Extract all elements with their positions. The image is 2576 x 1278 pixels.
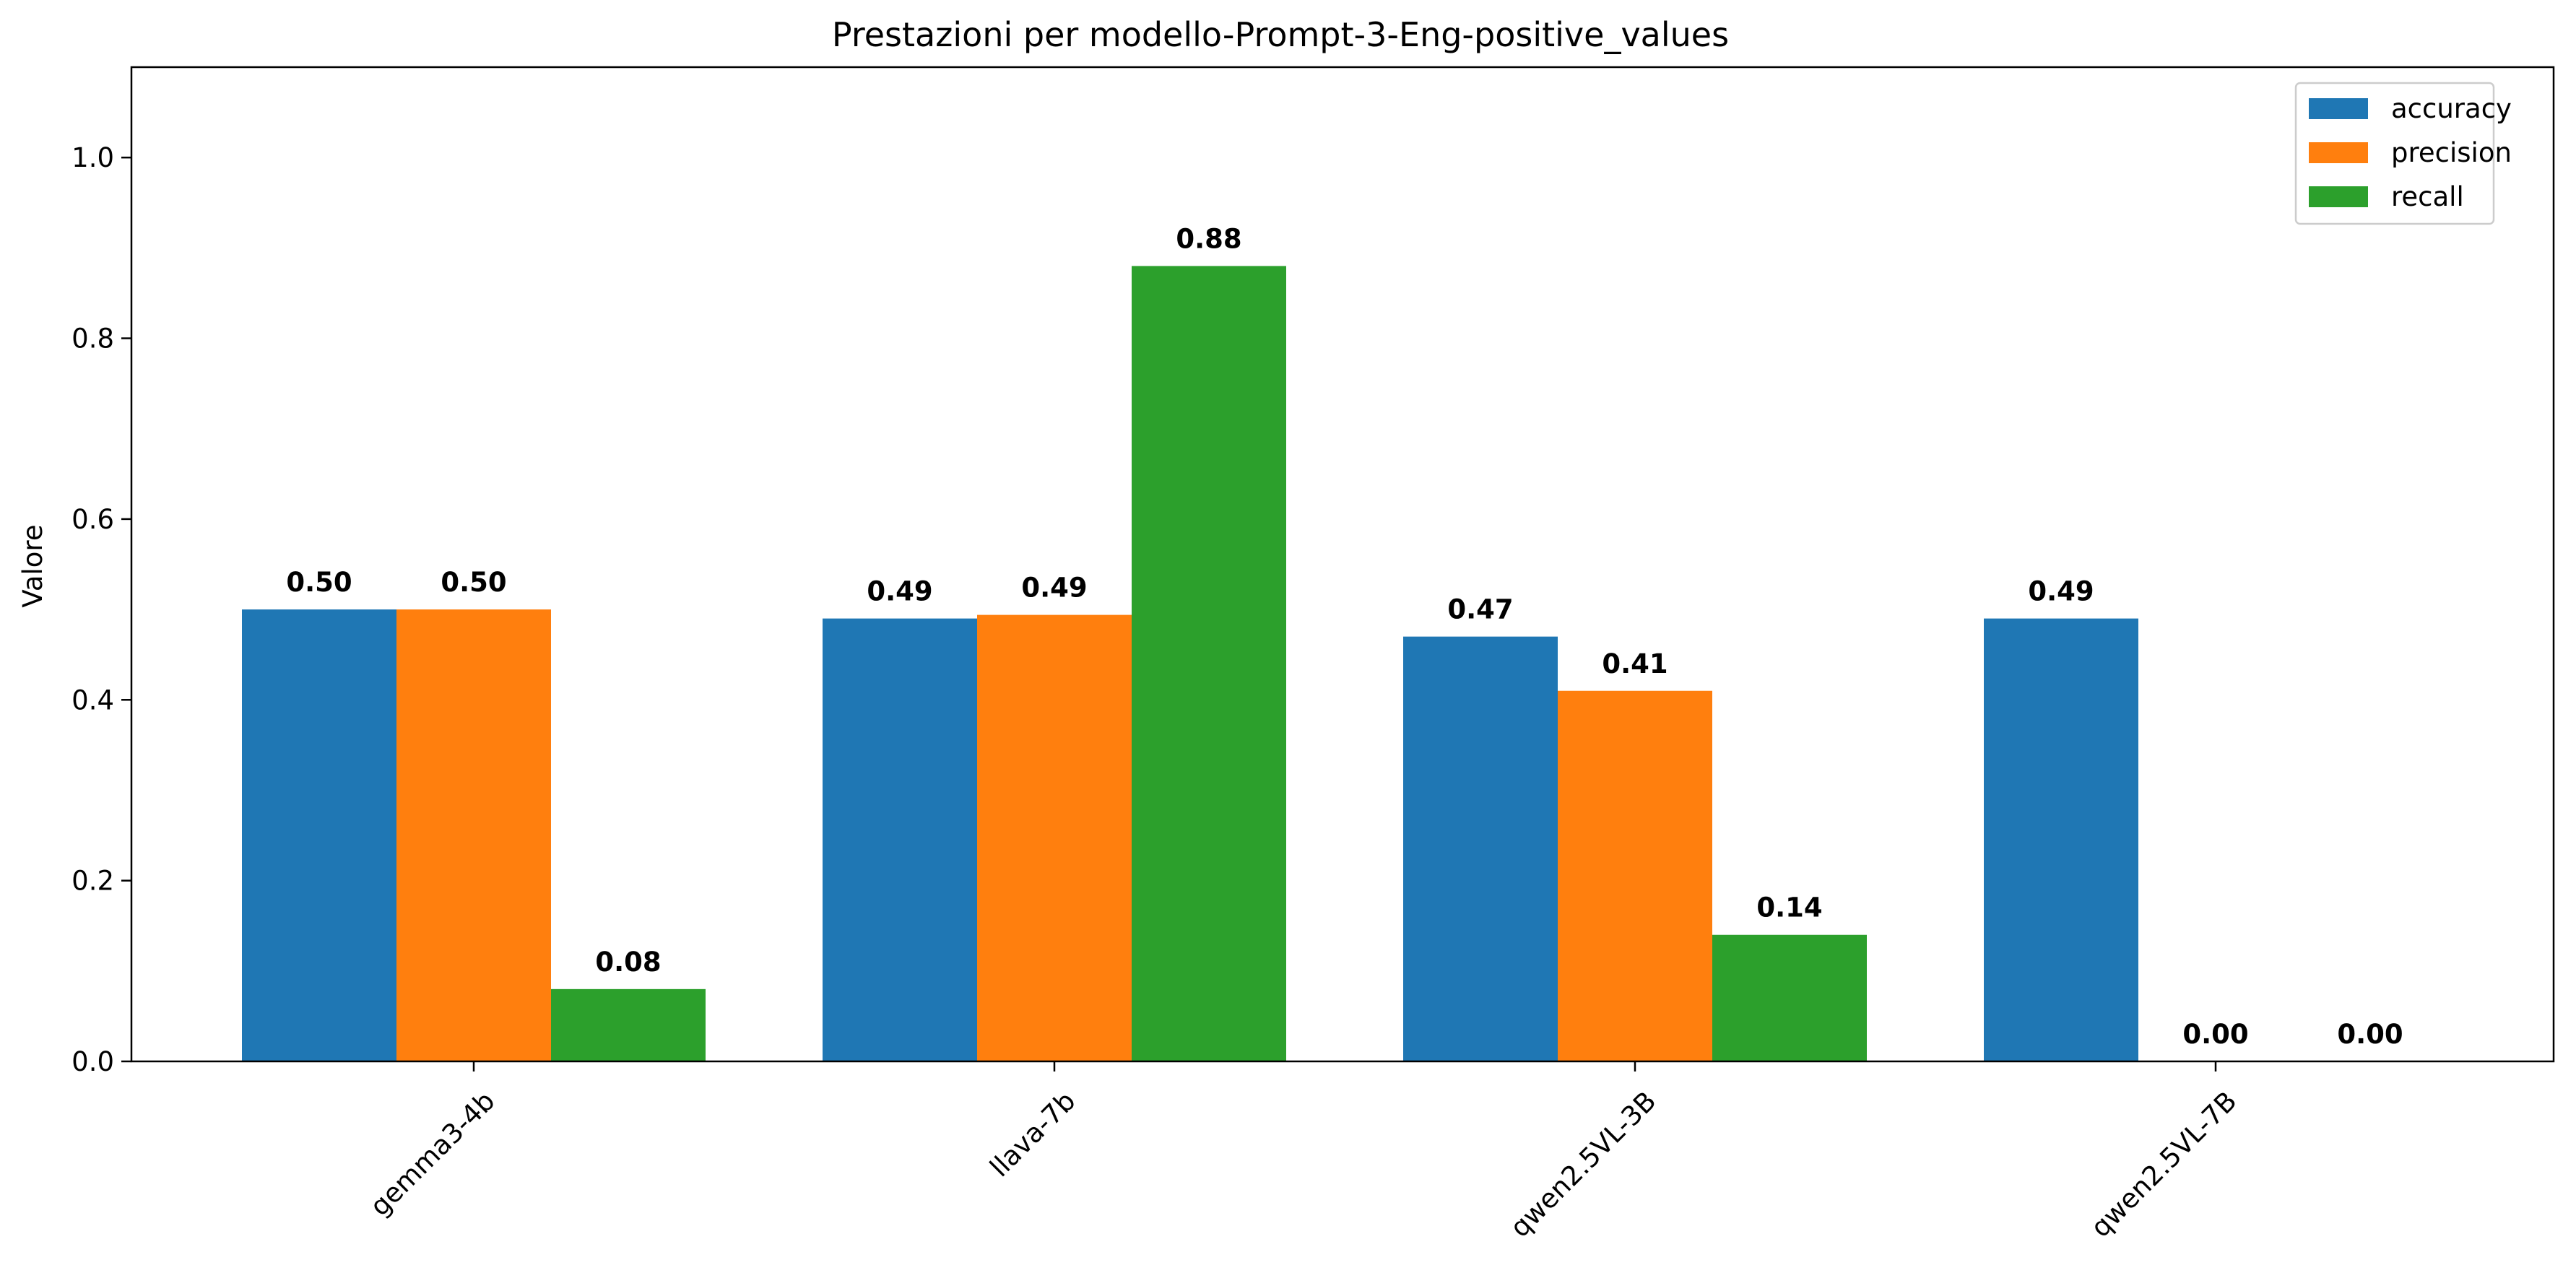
bar-accuracy-qwen2.5VL-7B: [1984, 618, 2138, 1061]
bar-precision-qwen2.5VL-3B: [1558, 690, 1712, 1061]
data-labels-layer: 0.50 0.50 0.08 0.49 0.49 0.88 0.47 0.41 0.14 0.49…: [286, 223, 2403, 1050]
bar-precision-llava-7b: [977, 614, 1132, 1061]
data-label-accuracy-gemma3-4b: 0.50: [286, 567, 352, 598]
y-tick-label: 1.0: [71, 142, 114, 173]
legend: accuracy precision recall: [2294, 82, 2512, 225]
y-tick-label: 0.4: [71, 684, 114, 716]
data-label-precision-qwen2.5VL-3B: 0.41: [1602, 648, 1668, 679]
data-label-recall-qwen2.5VL-3B: 0.14: [1756, 892, 1822, 923]
data-label-recall-llava-7b: 0.88: [1176, 223, 1241, 254]
bars-layer: [242, 266, 2138, 1061]
legend-label-recall: recall: [2391, 181, 2464, 212]
y-tick-label: 0.2: [71, 866, 114, 897]
legend-swatch-recall: [2309, 186, 2368, 207]
y-tick-label: 0.0: [71, 1046, 114, 1077]
bar-recall-llava-7b: [1132, 266, 1286, 1061]
legend-label-precision: precision: [2391, 137, 2512, 168]
plot-frame: [130, 66, 2555, 1063]
bar-accuracy-qwen2.5VL-3B: [1403, 636, 1558, 1061]
data-label-precision-gemma3-4b: 0.50: [441, 567, 506, 598]
data-label-accuracy-qwen2.5VL-3B: 0.47: [1447, 594, 1513, 625]
y-tick-label: 0.6: [71, 504, 114, 535]
bar-recall-gemma3-4b: [551, 988, 706, 1061]
data-label-recall-gemma3-4b: 0.08: [595, 947, 661, 978]
data-label-recall-qwen2.5VL-7B: 0.00: [2337, 1019, 2403, 1050]
bar-recall-qwen2.5VL-3B: [1712, 934, 1867, 1061]
y-tick-label: 0.8: [71, 323, 114, 355]
data-label-accuracy-qwen2.5VL-7B: 0.49: [2028, 576, 2094, 607]
bar-accuracy-gemma3-4b: [242, 609, 396, 1061]
data-label-accuracy-llava-7b: 0.49: [867, 576, 932, 607]
bar-accuracy-llava-7b: [823, 618, 977, 1061]
data-label-precision-llava-7b: 0.49: [1021, 573, 1087, 604]
bar-precision-gemma3-4b: [396, 609, 551, 1061]
legend-swatch-accuracy: [2309, 98, 2368, 119]
y-axis-label: Valore: [17, 524, 48, 607]
legend-swatch-precision: [2309, 142, 2368, 163]
chart-title: Prestazioni per modello-Prompt-3-Eng-pos…: [832, 15, 1729, 54]
legend-label-accuracy: accuracy: [2391, 93, 2512, 124]
data-label-precision-qwen2.5VL-7B: 0.00: [2182, 1019, 2248, 1050]
